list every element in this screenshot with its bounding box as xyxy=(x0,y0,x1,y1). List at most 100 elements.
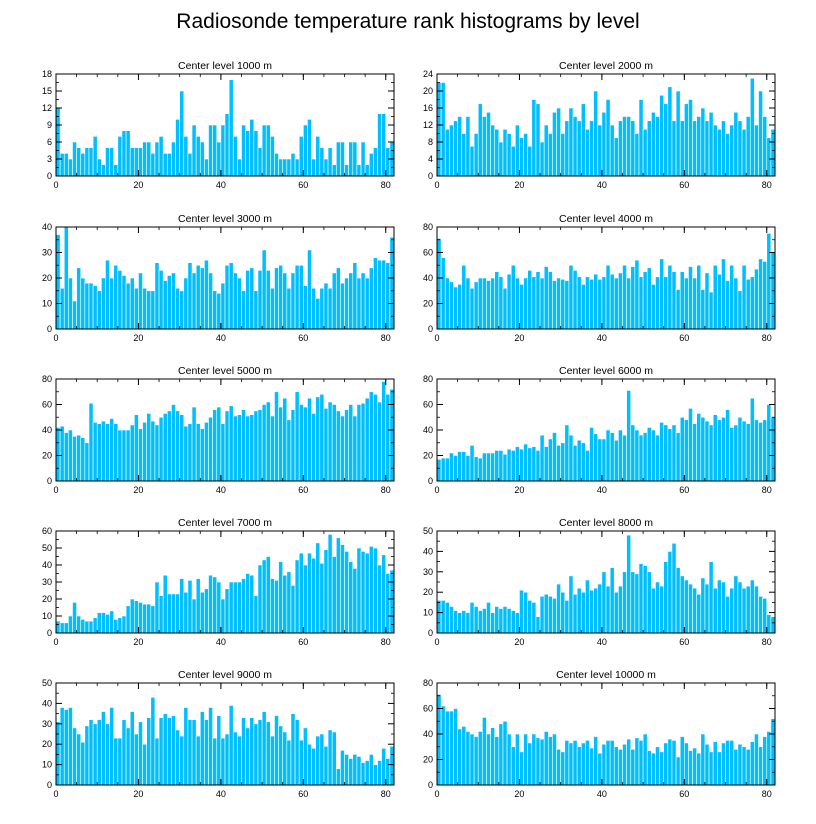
bar xyxy=(286,419,292,482)
bar xyxy=(171,141,176,177)
bar xyxy=(630,120,636,177)
bar xyxy=(444,128,450,177)
bar xyxy=(150,153,156,177)
x-tick-label: 20 xyxy=(133,789,143,799)
bar xyxy=(232,272,238,330)
bar xyxy=(560,133,566,177)
bar xyxy=(261,559,267,634)
bar xyxy=(486,280,491,330)
bar xyxy=(385,147,391,177)
bar xyxy=(729,264,735,330)
y-tick-label: 9 xyxy=(47,120,52,130)
bar xyxy=(527,600,533,634)
bar xyxy=(741,420,747,482)
bar xyxy=(331,404,337,482)
bar xyxy=(729,124,735,177)
bar xyxy=(348,272,354,330)
bar xyxy=(486,733,491,786)
bar xyxy=(535,737,541,786)
bar xyxy=(749,77,755,177)
bar xyxy=(716,751,722,786)
bar xyxy=(482,717,487,786)
bar xyxy=(96,290,102,330)
bar xyxy=(373,547,378,634)
bar xyxy=(613,439,619,482)
y-tick-label: 3 xyxy=(47,154,52,164)
bar xyxy=(515,612,520,634)
y-tick-label: 10 xyxy=(42,611,52,621)
bar xyxy=(572,444,578,482)
bar xyxy=(667,428,673,482)
x-tick-label: 0 xyxy=(53,637,58,647)
bar xyxy=(294,559,300,634)
bar xyxy=(68,158,73,177)
bar xyxy=(721,120,726,177)
bar xyxy=(564,120,570,177)
bar xyxy=(457,612,463,634)
bar xyxy=(700,107,706,177)
x-tick-label: 0 xyxy=(53,333,58,343)
bar xyxy=(552,733,557,786)
bar xyxy=(187,719,193,786)
bar xyxy=(257,719,263,786)
bar xyxy=(335,537,341,634)
bar xyxy=(199,141,205,177)
bar xyxy=(593,90,599,177)
bar xyxy=(556,444,561,482)
bar xyxy=(101,164,106,177)
x-tick-label: 0 xyxy=(434,180,439,190)
x-tick-label: 40 xyxy=(216,637,226,647)
bar xyxy=(368,754,374,786)
bar xyxy=(134,414,139,482)
bar xyxy=(622,434,627,482)
x-tick-label: 60 xyxy=(679,485,689,495)
bar xyxy=(667,738,673,786)
bar xyxy=(605,585,611,634)
bar xyxy=(613,746,619,786)
bar xyxy=(101,420,106,482)
bar xyxy=(626,277,632,330)
bar xyxy=(55,620,61,634)
bar xyxy=(282,158,288,177)
bar xyxy=(265,556,271,634)
bar xyxy=(323,282,329,330)
bar xyxy=(162,280,168,330)
x-tick-label: 0 xyxy=(53,789,58,799)
bar xyxy=(109,147,115,177)
bar xyxy=(543,124,549,177)
x-tick-label: 20 xyxy=(133,637,143,647)
bar xyxy=(257,409,263,482)
bar xyxy=(482,608,487,634)
bar xyxy=(319,147,325,177)
bar xyxy=(117,429,123,482)
bar xyxy=(253,130,259,177)
bar xyxy=(580,284,586,330)
bar xyxy=(477,610,483,634)
bar xyxy=(105,723,110,786)
bar xyxy=(389,388,395,482)
bar xyxy=(183,425,189,482)
bar xyxy=(609,273,615,330)
bar xyxy=(323,549,329,634)
bar xyxy=(659,751,665,786)
bar xyxy=(766,614,772,634)
y-tick-label: 20 xyxy=(42,739,52,749)
bar xyxy=(721,258,726,330)
bar xyxy=(634,737,640,786)
bar xyxy=(261,249,267,330)
bar xyxy=(688,266,693,330)
bar xyxy=(688,583,693,634)
bar xyxy=(179,414,185,482)
bar xyxy=(572,270,578,330)
bar xyxy=(125,605,131,634)
bar xyxy=(389,745,395,786)
bar xyxy=(204,719,209,786)
bar xyxy=(638,276,644,330)
bar xyxy=(721,581,726,634)
bar xyxy=(228,79,234,177)
bar xyxy=(725,595,730,634)
bar xyxy=(449,281,454,330)
bar xyxy=(150,290,156,330)
panel-title: Center level 4000 m xyxy=(559,213,653,225)
bar xyxy=(716,128,722,177)
